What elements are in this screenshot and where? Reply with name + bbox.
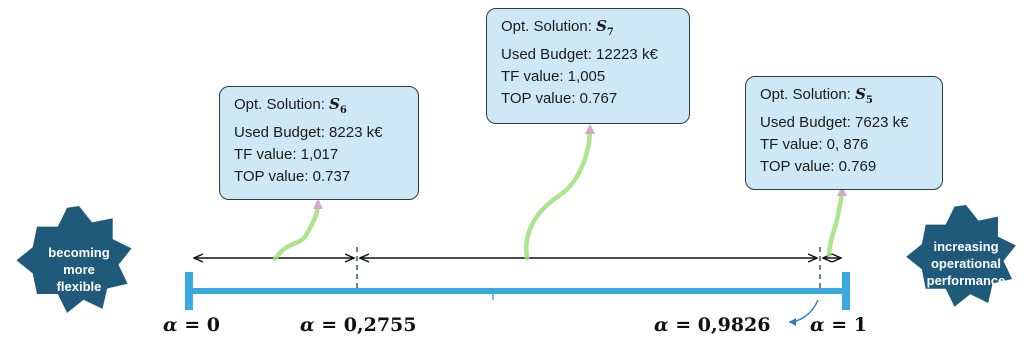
alpha-label-0: α = 0 <box>163 314 221 336</box>
solution-box-s7: Opt. Solution: S7 Used Budget: 12223 k€ … <box>486 8 690 124</box>
solution-title: Opt. Solution: S7 <box>501 15 681 44</box>
performance-badge-line: performance <box>926 273 1006 288</box>
alpha-label-1: α = 1 <box>810 314 868 336</box>
connector-tip-s5 <box>837 186 847 196</box>
solution-symbol-index: 6 <box>339 105 347 116</box>
solution-title: Opt. Solution: S6 <box>234 93 410 122</box>
solution-box-s5: Opt. Solution: S5 Used Budget: 7623 k€ T… <box>745 76 943 190</box>
flexible-badge-line: becoming <box>48 245 110 260</box>
performance-badge-text: increasing operational performance <box>906 238 1026 289</box>
solution-symbol-index: 7 <box>606 27 614 38</box>
axis-left-cap <box>185 272 193 310</box>
alpha-symbol: α <box>810 314 825 336</box>
alpha-label-0-2755: α = 0,2755 <box>300 314 417 336</box>
solution-box-s6: Opt. Solution: S6 Used Budget: 8223 k€ T… <box>219 86 419 200</box>
solution-budget: Used Budget: 8223 k€ <box>234 124 383 141</box>
solution-top: TOP value: 0.737 <box>234 168 351 185</box>
solution-symbol: S5 <box>855 85 873 106</box>
solution-top: TOP value: 0.767 <box>501 90 618 107</box>
performance-badge-shape <box>906 205 1016 307</box>
alpha-symbol: α <box>163 314 178 336</box>
solution-budget: Used Budget: 7623 k€ <box>760 114 909 131</box>
connector-tip-s6 <box>313 199 323 209</box>
solution-title-prefix: Opt. Solution: <box>501 18 597 35</box>
flexible-badge-text: becoming more flexible <box>24 244 134 295</box>
solution-tf: TF value: 1,017 <box>234 146 339 163</box>
solution-symbol: S6 <box>329 95 347 116</box>
solution-top: TOP value: 0.769 <box>760 158 877 175</box>
solution-title-prefix: Opt. Solution: <box>760 86 856 103</box>
solution-tf: TF value: 1,005 <box>501 68 606 85</box>
solution-symbol-letter: S <box>596 17 607 35</box>
axis-bar <box>190 288 848 294</box>
flexible-badge-line: flexible <box>56 279 102 294</box>
solution-symbol-index: 5 <box>865 95 873 106</box>
alpha-label-0-9826: α = 0,9826 <box>654 314 771 336</box>
solution-title: Opt. Solution: S5 <box>760 83 934 112</box>
pointer-0-9826 <box>788 299 819 326</box>
alpha-value: 0,9826 <box>697 314 771 336</box>
solution-symbol: S7 <box>596 17 614 38</box>
solution-tf: TF value: 0, 876 <box>760 136 869 153</box>
connector-tip-s7 <box>585 124 595 134</box>
alpha-symbol: α <box>300 314 315 336</box>
solution-title-prefix: Opt. Solution: <box>234 96 330 113</box>
connector-s5 <box>826 187 845 258</box>
performance-badge-line: operational <box>930 256 1002 271</box>
alpha-value: 0 <box>206 314 221 336</box>
axis-right-cap <box>842 272 850 310</box>
connector-s6 <box>272 200 321 262</box>
solution-symbol-letter: S <box>329 95 340 113</box>
solution-symbol-letter: S <box>855 85 866 103</box>
flexible-badge-line: more <box>63 262 95 277</box>
solution-budget: Used Budget: 12223 k€ <box>501 46 658 63</box>
connector-s7 <box>524 125 593 261</box>
performance-badge-line: increasing <box>933 239 999 254</box>
alpha-value: 1 <box>853 314 868 336</box>
alpha-symbol: α <box>654 314 669 336</box>
flexible-badge-shape <box>16 206 132 313</box>
alpha-value: 0,2755 <box>343 314 417 336</box>
